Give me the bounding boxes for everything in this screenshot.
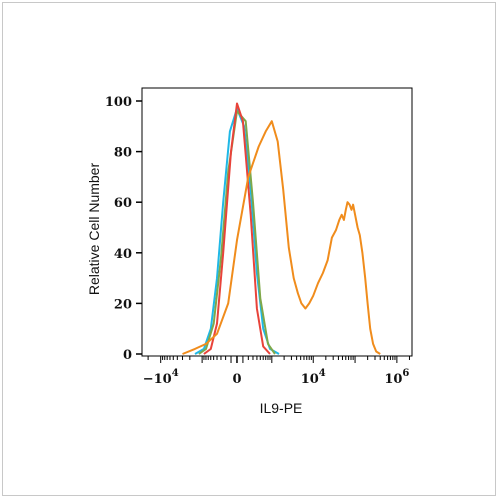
series-line-2 [198, 110, 276, 355]
plot-frame [141, 87, 413, 357]
x-tick-label: −104 [143, 368, 179, 387]
y-tick-label: 0 [123, 348, 132, 363]
y-tick-label: 20 [114, 297, 132, 312]
y-tick-label: 60 [114, 196, 132, 211]
y-tick-label: 100 [105, 95, 132, 110]
y-tick-label: 80 [114, 146, 132, 161]
series-line-4 [182, 120, 381, 355]
x-tick-label: 0 [232, 372, 241, 387]
series-line-1 [194, 107, 280, 355]
x-tick-label: 104 [301, 368, 326, 387]
y-tick-label: 40 [114, 247, 132, 262]
x-tick-label: 106 [384, 368, 409, 387]
y-axis-title: Relative Cell Number [86, 163, 102, 296]
series-line-3 [203, 102, 271, 355]
figure-frame [2, 2, 496, 496]
x-axis-title: IL9-PE [260, 400, 303, 416]
